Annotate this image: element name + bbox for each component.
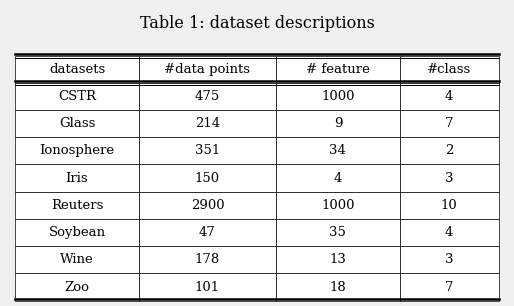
FancyBboxPatch shape (277, 56, 399, 83)
FancyBboxPatch shape (139, 83, 277, 110)
FancyBboxPatch shape (399, 192, 499, 219)
FancyBboxPatch shape (277, 219, 399, 246)
Text: 4: 4 (445, 226, 453, 239)
FancyBboxPatch shape (15, 83, 139, 110)
Text: 150: 150 (195, 172, 220, 185)
Text: Ionosphere: Ionosphere (40, 144, 115, 157)
FancyBboxPatch shape (15, 219, 139, 246)
FancyBboxPatch shape (15, 110, 139, 137)
FancyBboxPatch shape (399, 246, 499, 273)
FancyBboxPatch shape (15, 137, 139, 165)
Text: 4: 4 (334, 172, 342, 185)
FancyBboxPatch shape (139, 246, 277, 273)
Text: 1000: 1000 (321, 90, 355, 103)
Text: 35: 35 (329, 226, 346, 239)
FancyBboxPatch shape (277, 110, 399, 137)
Text: 10: 10 (440, 199, 457, 212)
FancyBboxPatch shape (139, 219, 277, 246)
Text: 178: 178 (195, 253, 220, 266)
Text: Zoo: Zoo (65, 281, 89, 293)
FancyBboxPatch shape (277, 246, 399, 273)
Text: datasets: datasets (49, 63, 105, 76)
Text: 2: 2 (445, 144, 453, 157)
FancyBboxPatch shape (139, 192, 277, 219)
Text: 2900: 2900 (191, 199, 224, 212)
Text: Table 1: dataset descriptions: Table 1: dataset descriptions (140, 15, 374, 32)
FancyBboxPatch shape (139, 56, 277, 83)
FancyBboxPatch shape (15, 56, 139, 83)
FancyBboxPatch shape (399, 219, 499, 246)
Text: Iris: Iris (66, 172, 88, 185)
FancyBboxPatch shape (139, 273, 277, 300)
FancyBboxPatch shape (399, 165, 499, 192)
Text: 7: 7 (445, 281, 453, 293)
FancyBboxPatch shape (15, 246, 139, 273)
FancyBboxPatch shape (139, 165, 277, 192)
FancyBboxPatch shape (399, 273, 499, 300)
Text: Wine: Wine (60, 253, 94, 266)
FancyBboxPatch shape (139, 137, 277, 165)
Text: 1000: 1000 (321, 199, 355, 212)
Text: 3: 3 (445, 253, 453, 266)
FancyBboxPatch shape (277, 83, 399, 110)
Text: # feature: # feature (306, 63, 370, 76)
Text: 47: 47 (199, 226, 216, 239)
FancyBboxPatch shape (399, 110, 499, 137)
Text: 475: 475 (195, 90, 220, 103)
Text: Reuters: Reuters (51, 199, 103, 212)
FancyBboxPatch shape (15, 192, 139, 219)
FancyBboxPatch shape (399, 56, 499, 83)
Text: 4: 4 (445, 90, 453, 103)
FancyBboxPatch shape (139, 110, 277, 137)
Text: 34: 34 (329, 144, 346, 157)
FancyBboxPatch shape (15, 273, 139, 300)
Text: 13: 13 (329, 253, 346, 266)
Text: 101: 101 (195, 281, 220, 293)
FancyBboxPatch shape (277, 165, 399, 192)
Text: Soybean: Soybean (48, 226, 105, 239)
Text: 214: 214 (195, 117, 220, 130)
Text: Glass: Glass (59, 117, 95, 130)
Text: #data points: #data points (164, 63, 250, 76)
FancyBboxPatch shape (399, 83, 499, 110)
FancyBboxPatch shape (399, 137, 499, 165)
Text: 18: 18 (329, 281, 346, 293)
Text: 7: 7 (445, 117, 453, 130)
Text: 9: 9 (334, 117, 342, 130)
FancyBboxPatch shape (277, 273, 399, 300)
FancyBboxPatch shape (15, 165, 139, 192)
FancyBboxPatch shape (277, 192, 399, 219)
Text: CSTR: CSTR (58, 90, 96, 103)
Text: 3: 3 (445, 172, 453, 185)
Text: #class: #class (427, 63, 471, 76)
Text: 351: 351 (195, 144, 220, 157)
FancyBboxPatch shape (277, 137, 399, 165)
